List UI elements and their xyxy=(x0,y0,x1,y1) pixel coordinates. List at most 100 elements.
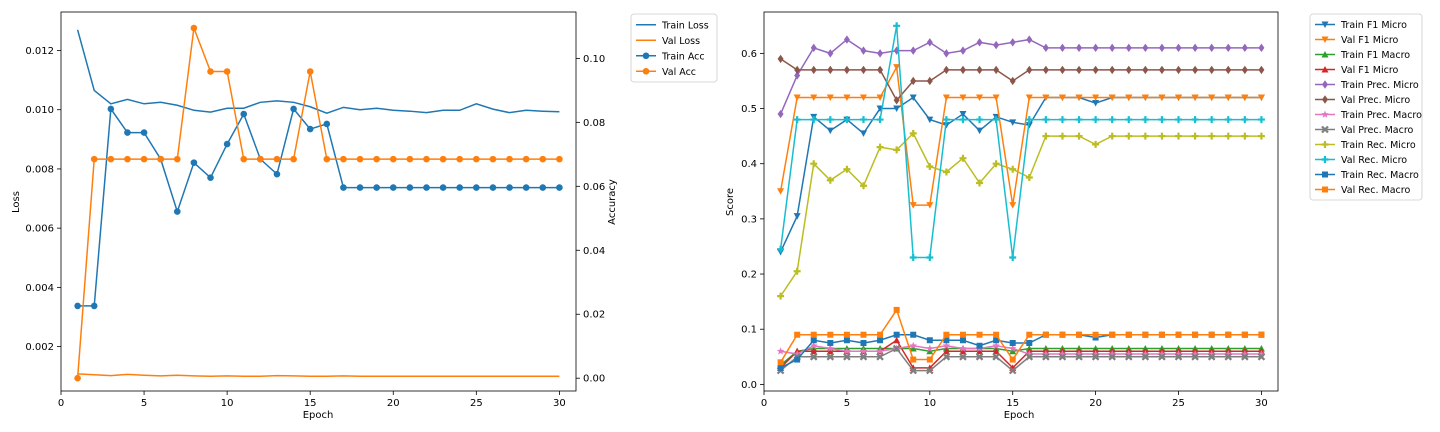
data-point xyxy=(794,71,801,80)
data-point xyxy=(926,366,934,375)
data-point xyxy=(456,184,464,191)
data-point xyxy=(893,105,901,113)
data-point xyxy=(1191,116,1199,124)
data-point xyxy=(1258,65,1265,75)
data-point xyxy=(926,202,934,209)
series-line xyxy=(780,347,1262,366)
data-point xyxy=(373,155,380,163)
data-point xyxy=(976,342,983,349)
data-point xyxy=(1141,353,1150,361)
data-point xyxy=(1241,116,1249,124)
data-point xyxy=(207,174,214,181)
legend-item: Val Prec. Macro xyxy=(1315,125,1414,136)
y-tick-label: 0.0 xyxy=(741,380,757,391)
data-point xyxy=(827,340,834,347)
legend: Train F1 Micro Val F1 Micro Train F1 Macro… xyxy=(1309,13,1423,201)
data-point xyxy=(1092,140,1100,148)
series-line xyxy=(77,373,560,377)
data-point xyxy=(157,155,164,163)
data-point xyxy=(173,155,181,163)
data-point xyxy=(943,331,950,338)
data-point xyxy=(373,184,380,191)
data-point xyxy=(859,130,867,137)
data-point xyxy=(777,54,784,64)
data-point xyxy=(793,94,801,102)
data-point xyxy=(794,356,801,363)
legend-box xyxy=(1309,13,1423,201)
data-point xyxy=(473,184,480,191)
data-point xyxy=(1092,43,1099,53)
data-point xyxy=(942,116,950,124)
data-point xyxy=(959,94,967,102)
data-point xyxy=(173,208,181,215)
legend-label: Train Acc xyxy=(661,51,705,62)
data-point xyxy=(506,155,513,163)
y-tick-label: 0.6 xyxy=(741,49,757,60)
data-point xyxy=(1158,116,1166,124)
data-point xyxy=(909,202,917,209)
data-point xyxy=(793,116,801,124)
data-point xyxy=(810,347,818,355)
data-point xyxy=(539,184,547,191)
data-point xyxy=(1009,347,1017,355)
data-point xyxy=(843,35,850,44)
y2-tick-label: 0.00 xyxy=(583,374,605,385)
data-point xyxy=(877,49,884,58)
data-point xyxy=(909,366,918,375)
data-point xyxy=(893,306,900,313)
data-point xyxy=(74,302,81,310)
data-point xyxy=(456,155,464,163)
data-point xyxy=(826,176,834,184)
legend-item: Train F1 Macro xyxy=(1315,50,1410,61)
legend-box xyxy=(630,13,718,83)
data-point xyxy=(876,347,884,355)
data-point xyxy=(1042,350,1050,358)
data-point xyxy=(876,116,884,124)
data-point xyxy=(1058,353,1067,361)
data-point xyxy=(207,68,214,75)
y-tick-label: 0.3 xyxy=(741,214,757,225)
data-point xyxy=(1241,331,1248,338)
data-point xyxy=(992,353,1000,361)
data-point xyxy=(506,184,513,191)
legend-label: Val Rec. Macro xyxy=(1341,185,1410,196)
x-tick-label: 30 xyxy=(1255,398,1268,409)
data-point xyxy=(959,154,967,162)
data-point xyxy=(1158,132,1166,140)
data-point xyxy=(1208,331,1215,338)
data-point xyxy=(859,94,867,102)
x-tick-label: 0 xyxy=(761,398,767,409)
data-point xyxy=(992,341,1000,349)
data-point xyxy=(1142,43,1149,53)
legend-marker xyxy=(642,52,650,60)
data-point xyxy=(1092,116,1100,124)
data-point xyxy=(843,347,851,355)
data-point xyxy=(1191,353,1199,361)
data-point xyxy=(1109,43,1116,53)
data-point xyxy=(992,347,1000,355)
data-point xyxy=(389,184,397,191)
data-point xyxy=(1257,353,1266,361)
data-point xyxy=(1109,331,1116,338)
data-point xyxy=(107,105,115,113)
data-point xyxy=(1175,331,1182,338)
data-point xyxy=(1191,94,1199,102)
data-point xyxy=(1158,65,1165,75)
data-point xyxy=(273,155,281,163)
data-point xyxy=(1009,76,1016,86)
data-point xyxy=(124,155,131,163)
data-point xyxy=(1076,43,1083,53)
legend-item: Val F1 Micro xyxy=(1315,65,1399,76)
data-point xyxy=(522,155,530,163)
data-point xyxy=(826,347,834,355)
data-point xyxy=(90,155,98,163)
x-tick-label: 10 xyxy=(221,398,234,409)
data-point xyxy=(306,68,314,75)
data-point xyxy=(1141,132,1149,140)
data-point xyxy=(1008,366,1017,375)
data-point xyxy=(1059,331,1066,338)
data-point xyxy=(1026,340,1033,347)
data-point xyxy=(1192,43,1199,53)
data-point xyxy=(1059,43,1066,53)
data-point xyxy=(976,116,984,124)
